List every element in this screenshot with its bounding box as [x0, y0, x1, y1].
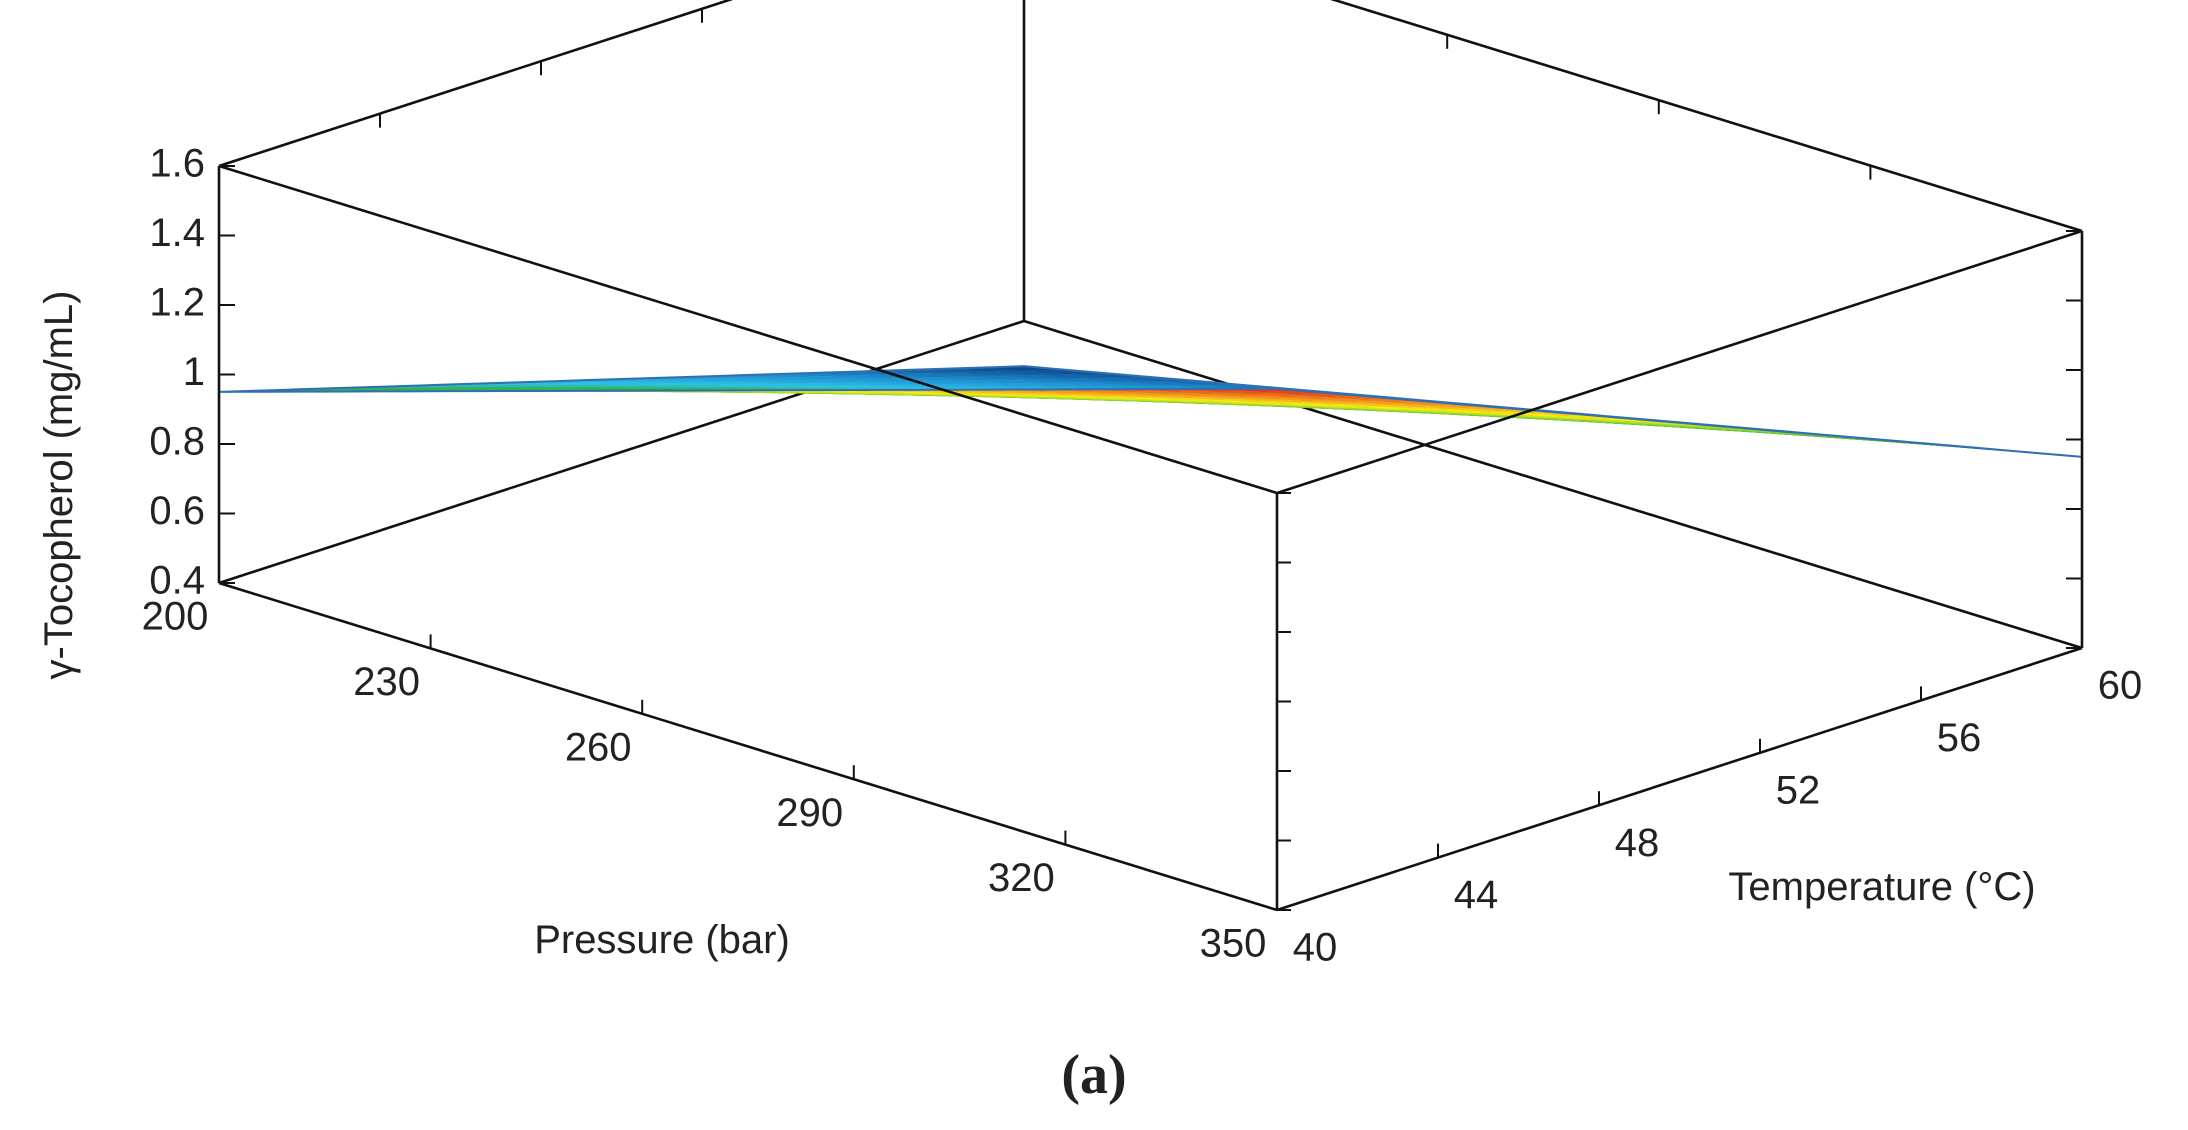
- y-tick-label: 48: [1615, 821, 1660, 865]
- box-edge: [218, 164, 1278, 495]
- x-tick-label: 260: [565, 725, 632, 769]
- y-tick-label: 40: [1293, 926, 1338, 970]
- box-edge: [218, 581, 1278, 912]
- x-tick-label: 290: [776, 791, 843, 835]
- z-axis-label: γ-Tocopherol (mg/mL): [37, 290, 81, 679]
- y-tick-label: 60: [2098, 664, 2143, 708]
- axis-ticks: 200 230 260 290 320 350 40 44 48 52 56 60 0.4 0.6 0.8 1…: [142, 8, 2143, 970]
- z-tick-label: 1.2: [149, 281, 205, 325]
- y-tick-label: 56: [1937, 716, 1982, 760]
- z-tick-label: 0.4: [149, 559, 205, 603]
- response-surface: [218, 365, 2083, 458]
- x-tick-label: 350: [1200, 922, 1267, 966]
- z-tick-label: 1.6: [149, 142, 205, 186]
- box-back-edges: [218, 0, 2083, 650]
- box-edge: [1276, 646, 2083, 912]
- box-edge: [1330, 0, 2083, 233]
- panel-label: (a): [1061, 1044, 1126, 1106]
- z-tick-label: 0.8: [149, 420, 205, 464]
- y-tick-label: 52: [1776, 768, 1821, 812]
- y-axis-label: Temperature (°C): [1728, 865, 2035, 909]
- box-edge: [218, 319, 1025, 585]
- x-tick-label: 230: [353, 660, 420, 704]
- box-edge: [1276, 229, 2083, 495]
- y-tick-label: 44: [1454, 873, 1499, 917]
- x-axis-label: Pressure (bar): [534, 918, 790, 962]
- x-tick-label: 320: [988, 856, 1055, 900]
- x-tick-label: 200: [142, 595, 209, 639]
- box-edge: [218, 0, 734, 168]
- z-tick-label: 0.6: [149, 489, 205, 533]
- z-tick-label: 1.4: [149, 211, 205, 255]
- z-tick-label: 1: [183, 350, 205, 394]
- box-edge: [1023, 319, 2083, 650]
